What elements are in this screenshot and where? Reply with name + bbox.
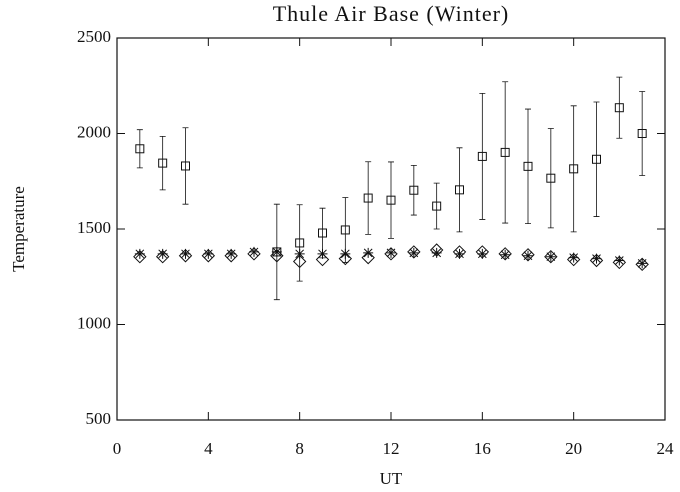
error-bar [388,161,394,239]
diamond-marker [521,248,535,262]
asterisk-marker [249,246,259,257]
error-bar [639,91,646,176]
asterisk-marker [431,247,442,258]
asterisk-marker [180,248,191,259]
diamond-marker [155,249,170,264]
square-marker [500,147,510,157]
error-bar [616,76,623,139]
asterisk-marker [226,248,237,259]
error-bar [296,204,303,282]
square-marker [455,185,464,195]
asterisk-marker [386,247,396,258]
asterisk-marker [637,258,648,269]
square-marker [363,193,373,203]
asterisk-marker [157,248,168,259]
asterisk-marker [203,248,214,259]
square-marker [614,103,624,113]
chart-title: Thule Air Base (Winter) [273,1,510,26]
diamond-marker [635,257,649,272]
y-axis-label: Temperature [9,186,28,272]
diamond-marker [498,247,512,261]
error-bar [410,164,417,216]
x-tick-label: 24 [657,439,675,458]
square-marker [523,161,533,171]
square-marker [135,144,145,154]
square-marker [432,201,442,211]
x-tick-label: 0 [113,439,122,458]
square-marker [477,151,487,161]
error-bar [479,92,486,220]
error-bar [456,147,463,233]
square-marker [340,225,350,235]
error-bar [433,182,440,230]
error-bar [182,127,189,205]
y-tick-label: 2000 [77,122,111,141]
diamond-marker [407,245,421,259]
square-marker [295,238,305,248]
asterisk-marker [317,248,328,259]
asterisk-marker [500,249,511,260]
diamond-marker [270,249,284,263]
error-bar [525,108,531,225]
asterisk-marker [454,248,465,259]
asterisk-marker [271,246,282,257]
y-tick-label: 500 [86,409,112,428]
diamond-marker [133,249,147,264]
x-tick-label: 12 [383,439,400,458]
asterisk-marker [568,252,579,263]
asterisk-marker [614,255,625,266]
asterisk-marker [363,247,374,258]
diamond-marker [292,254,307,269]
y-tick-label: 2500 [77,27,111,46]
error-bar [570,105,577,233]
asterisk-marker [545,251,556,262]
x-tick-label: 8 [295,439,304,458]
x-axis-label: UT [380,469,403,488]
diamond-marker [338,251,353,266]
error-bar [547,128,554,229]
asterisk-marker [477,248,488,259]
asterisk-marker [340,248,351,259]
diamond-marker [544,249,558,264]
diamond-marker [361,250,375,265]
diamond-marker [384,247,398,261]
x-tick-label: 20 [565,439,582,458]
square-marker [637,129,647,138]
error-bar [365,161,372,235]
square-marker [318,228,327,238]
square-marker [592,154,601,164]
asterisk-marker [408,247,419,258]
square-marker [181,161,190,171]
error-bar [593,101,600,217]
square-marker [569,164,579,174]
asterisk-marker [591,253,602,264]
x-tick-label: 4 [204,439,213,458]
x-tick-label: 16 [474,439,491,458]
y-tick-label: 1000 [77,313,111,332]
error-bar [502,81,509,224]
asterisk-marker [523,250,533,261]
square-marker [158,158,168,168]
asterisk-marker [134,248,145,259]
y-tick-label: 1500 [77,218,111,237]
square-marker [409,185,419,195]
square-marker [546,173,556,183]
asterisk-marker [294,248,305,259]
error-bar [136,129,143,169]
square-marker [386,195,396,205]
error-bar [159,135,166,191]
